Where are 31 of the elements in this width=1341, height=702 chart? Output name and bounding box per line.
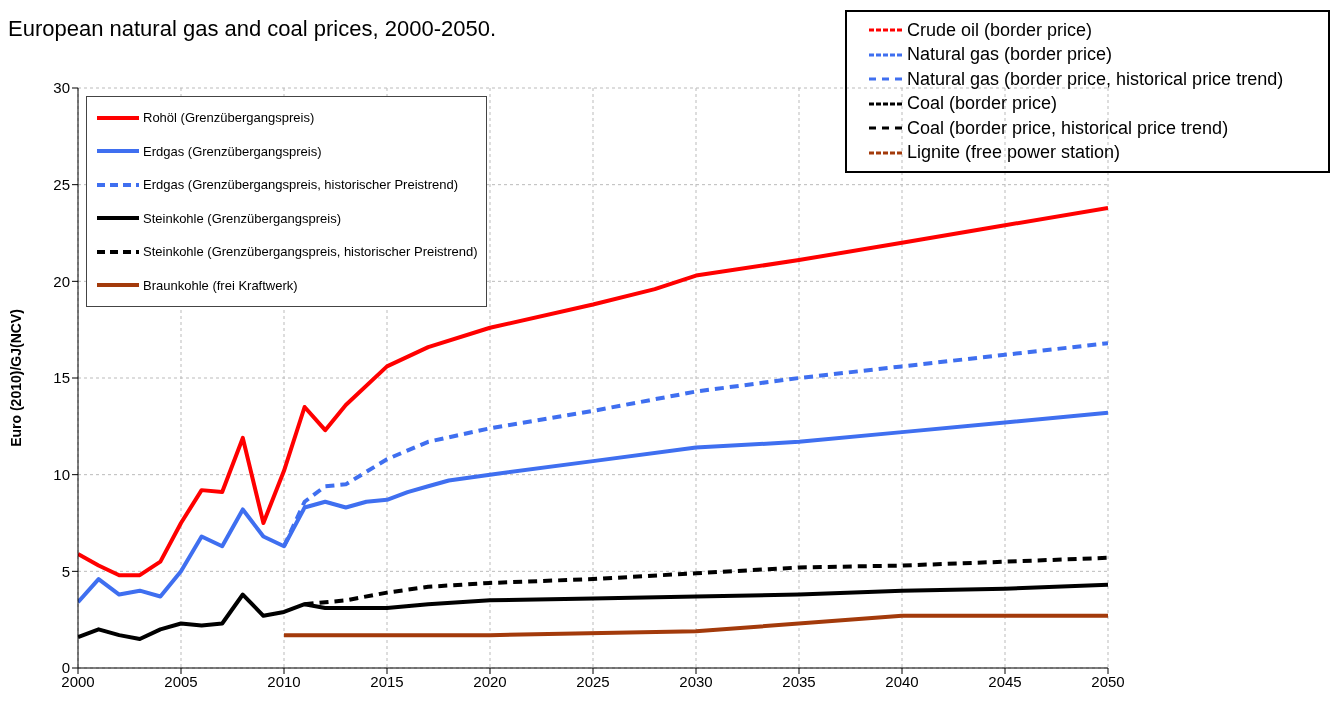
x-tick-label: 2035 (782, 672, 816, 690)
legend-label: Steinkohle (Grenzübergangspreis) (143, 210, 341, 226)
text: Crude oil (border price) (907, 19, 1093, 40)
y-tick-label: 10 (53, 465, 70, 483)
y-tick-label: 30 (53, 79, 70, 97)
y-tick-label: 15 (53, 369, 70, 387)
annotation: Lignite (free power station) (907, 142, 1121, 164)
x-tick-label: 2015 (370, 672, 404, 690)
x-tick-label: 2020 (473, 672, 507, 690)
y-tick-label: 25 (53, 175, 70, 193)
annotation: Coal (border price) (907, 93, 1058, 115)
chart-title: European natural gas and coal prices, 2000-2050. (8, 16, 497, 42)
legend-label: Steinkohle (Grenzübergangspreis, historischer Preistrend) (143, 244, 478, 260)
x-tick-label: 2025 (576, 672, 610, 690)
x-tick-label: 2045 (988, 672, 1022, 690)
x-tick-label: 2030 (679, 672, 713, 690)
y-tick-label: 5 (61, 562, 70, 580)
y-axis-title: Euro (2010)/GJ(NCV) (7, 309, 24, 447)
legend-label: Braunkohle (frei Kraftwerk) (143, 277, 298, 293)
line-series (78, 205, 1108, 578)
annotation: Coal (border price, historical price trend) (907, 117, 1229, 139)
legend-label: Erdgas (Grenzübergangspreis, historischer Preistrend) (143, 177, 459, 193)
x-tick-label: 2010 (267, 672, 301, 690)
x-tick-label: 2005 (164, 672, 198, 690)
text: Natural gas (border price) (907, 44, 1113, 65)
legend-label: Rohöl (Grenzübergangspreis) (143, 110, 315, 126)
x-tick-label: 2050 (1091, 672, 1125, 690)
x-tick-label: 2040 (885, 672, 919, 690)
legend-label: Erdgas (Grenzübergangspreis) (143, 143, 322, 159)
annotation: Natural gas (border price, historical price trend) (907, 68, 1284, 90)
y-tick-label: 20 (53, 272, 70, 290)
